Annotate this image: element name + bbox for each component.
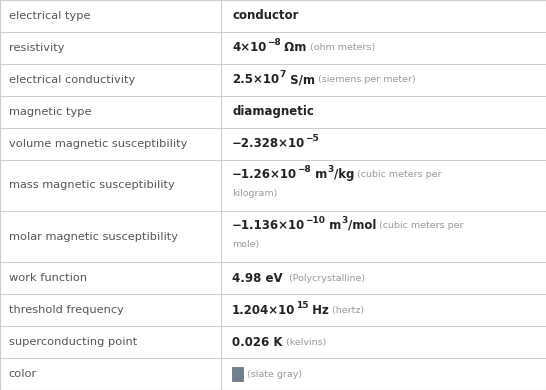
Bar [232,367,244,381]
Text: electrical type: electrical type [9,11,90,21]
Text: 0.026 K: 0.026 K [232,335,283,349]
Text: (cubic meters per: (cubic meters per [354,170,441,179]
Text: 1.204×10: 1.204×10 [232,303,295,317]
Text: diamagnetic: diamagnetic [232,105,314,119]
Bar [0,326,546,358]
Text: volume magnetic susceptibility: volume magnetic susceptibility [9,139,187,149]
Text: −1.26×10: −1.26×10 [232,168,298,181]
Text: 4.98 eV: 4.98 eV [232,271,283,285]
Text: S/m: S/m [286,73,314,87]
Text: 3: 3 [342,216,348,225]
Text: (hertz): (hertz) [329,306,364,315]
Bar [0,358,546,390]
Text: resistivity: resistivity [9,43,64,53]
Text: 15: 15 [295,301,308,310]
Bar [0,294,546,326]
Text: (siemens per meter): (siemens per meter) [314,75,416,84]
Text: molar magnetic susceptibility: molar magnetic susceptibility [9,232,178,241]
Text: m: m [325,219,342,232]
Bar [0,262,546,294]
Text: kilogram): kilogram) [232,189,277,198]
Text: electrical conductivity: electrical conductivity [9,75,135,85]
Text: 3: 3 [327,165,334,174]
Bar [0,32,546,64]
Text: magnetic type: magnetic type [9,107,91,117]
Text: (slate gray): (slate gray) [244,369,302,379]
Text: Hz: Hz [308,303,329,317]
Text: m: m [311,168,327,181]
Bar [0,160,546,211]
Bar [0,96,546,128]
Text: (kelvins): (kelvins) [283,338,326,347]
Text: (Polycrystalline): (Polycrystalline) [283,274,365,283]
Text: mole): mole) [232,240,259,249]
Text: 2.5×10: 2.5×10 [232,73,280,87]
Text: /kg: /kg [334,168,354,181]
Bar [0,64,546,96]
Bar [0,0,546,32]
Text: −5: −5 [305,134,319,143]
Text: −8: −8 [266,38,280,47]
Text: (cubic meters per: (cubic meters per [376,221,464,230]
Text: (ohm meters): (ohm meters) [307,43,375,52]
Text: conductor: conductor [232,9,299,23]
Text: /mol: /mol [348,219,376,232]
Text: color: color [9,369,37,379]
Text: −1.136×10: −1.136×10 [232,219,305,232]
Text: 7: 7 [280,70,286,79]
Bar [0,128,546,160]
Text: superconducting point: superconducting point [9,337,137,347]
Text: threshold frequency: threshold frequency [9,305,124,315]
Text: −2.328×10: −2.328×10 [232,137,305,151]
Text: −8: −8 [298,165,311,174]
Text: −10: −10 [305,216,325,225]
Text: mass magnetic susceptibility: mass magnetic susceptibility [9,181,175,190]
Text: 4×10: 4×10 [232,41,266,55]
Text: work function: work function [9,273,87,283]
Bar [0,211,546,262]
Text: Ωm: Ωm [280,41,307,55]
